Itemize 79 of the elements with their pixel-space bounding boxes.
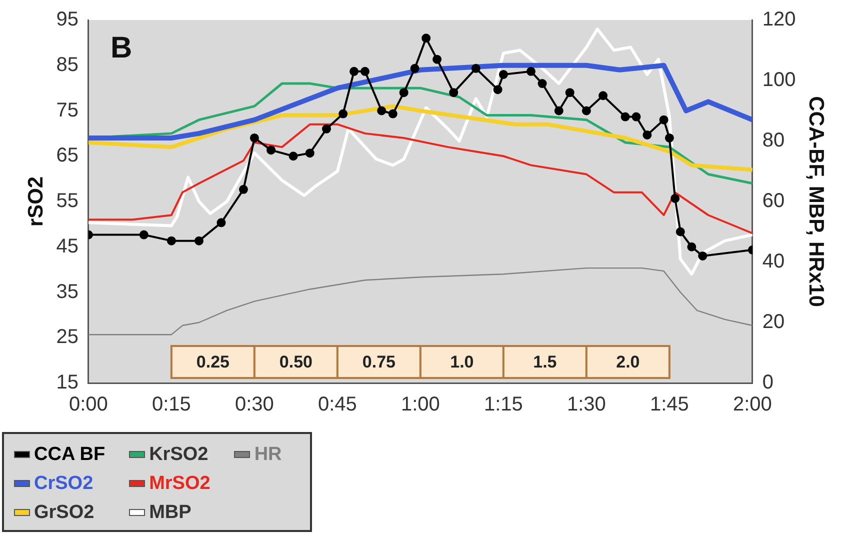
point	[493, 85, 502, 94]
point	[322, 124, 331, 134]
y2-tick-label: 60	[762, 190, 785, 212]
point	[399, 88, 408, 98]
point	[288, 152, 298, 161]
point	[687, 242, 696, 252]
y2-tick-label: 40	[762, 250, 785, 273]
y-tick-label: 95	[56, 8, 78, 31]
point	[422, 34, 431, 43]
y-tick-label: 55	[56, 190, 78, 212]
point	[360, 66, 370, 76]
y2-tick-label: 20	[762, 311, 785, 334]
x-tick-label: 0:45	[318, 394, 357, 416]
point	[166, 236, 176, 246]
legend-label: CCA BF	[34, 443, 106, 467]
point	[250, 133, 259, 142]
point	[582, 106, 591, 116]
point	[526, 66, 536, 76]
point	[471, 64, 480, 73]
x-tick-label: 2:00	[732, 394, 772, 416]
point	[266, 146, 276, 155]
point	[632, 112, 641, 122]
y2-tick-label: 100	[762, 69, 796, 92]
point	[565, 88, 574, 98]
legend-label: HR	[254, 443, 282, 467]
x-tick-label: 1:00	[400, 394, 440, 416]
point	[432, 54, 442, 64]
x-tick-label: 1:45	[650, 394, 689, 416]
y-tick-label: 15	[56, 372, 78, 394]
y-tick-label: 25	[56, 326, 78, 348]
point	[194, 236, 204, 246]
legend-label: GrSO2	[34, 501, 94, 525]
point	[305, 148, 314, 158]
point	[642, 130, 652, 140]
point	[216, 218, 226, 228]
point	[538, 79, 547, 88]
band-label: 2.0	[616, 352, 640, 372]
point	[377, 106, 386, 116]
y-axis-title: rSO2	[24, 176, 48, 227]
y2-tick-label: 80	[762, 130, 785, 152]
y-tick-label: 75	[56, 99, 78, 122]
y-tick-label: 45	[56, 235, 78, 258]
band-label: 0.25	[196, 352, 230, 372]
band-label: 0.75	[362, 352, 396, 372]
point	[350, 66, 359, 76]
x-tick-label: 0:30	[234, 394, 274, 416]
legend-label: CrSO2	[34, 472, 94, 496]
point	[620, 112, 630, 122]
x-tick-label: 1:15	[484, 394, 523, 416]
point	[664, 133, 674, 142]
legend-label: MBP	[149, 501, 192, 525]
x-tick-label: 0:00	[68, 394, 108, 416]
legend-label: KrSO2	[149, 443, 208, 467]
x-tick-label: 1:30	[566, 394, 606, 416]
point	[598, 91, 608, 100]
point	[498, 70, 508, 79]
point	[388, 109, 398, 118]
legend-label: MrSO2	[149, 472, 210, 496]
point	[338, 109, 348, 118]
band-label: 0.50	[279, 352, 312, 372]
point	[554, 106, 564, 116]
y-tick-label: 85	[56, 54, 78, 76]
annotation: B	[110, 31, 132, 64]
point	[670, 194, 680, 203]
band-label: 1.5	[533, 352, 557, 372]
band-label: 1.0	[450, 352, 474, 372]
y-tick-label: 35	[56, 280, 78, 303]
point	[410, 64, 420, 73]
x-tick-label: 0:15	[152, 394, 191, 416]
y2-tick-label: 0	[762, 372, 774, 394]
y2-axis-title: CCA-BF, MBP, HRx10	[804, 96, 828, 307]
point	[698, 251, 708, 260]
y2-tick-label: 120	[762, 8, 796, 31]
point	[238, 184, 248, 194]
point	[139, 230, 148, 240]
y-tick-label: 65	[56, 144, 78, 167]
point	[449, 88, 458, 98]
point	[659, 115, 668, 124]
point	[676, 227, 685, 236]
